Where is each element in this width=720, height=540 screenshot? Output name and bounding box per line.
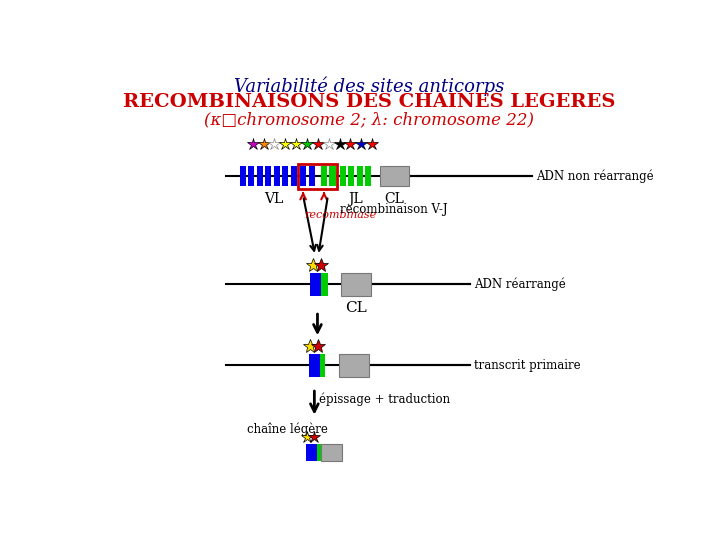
Bar — [320, 444, 342, 461]
Text: recombinase: recombinase — [305, 210, 377, 220]
Text: ADN réarrangé: ADN réarrangé — [474, 278, 565, 291]
Text: CL: CL — [384, 192, 405, 206]
Bar — [320, 354, 325, 377]
Bar — [309, 166, 315, 186]
Text: Variabilité des sites anticorps: Variabilité des sites anticorps — [234, 76, 504, 96]
Text: recombinaison V-J: recombinaison V-J — [340, 204, 447, 217]
Bar — [240, 166, 246, 186]
Text: RECOMBINAISONS DES CHAINES LEGERES: RECOMBINAISONS DES CHAINES LEGERES — [123, 93, 615, 111]
Bar — [300, 166, 306, 186]
Bar — [306, 444, 317, 461]
Bar — [348, 166, 354, 186]
Bar — [317, 444, 320, 461]
Bar — [365, 166, 372, 186]
Text: épissage + traduction: épissage + traduction — [319, 393, 450, 407]
Text: VL: VL — [264, 192, 283, 206]
Text: ADN non réarrangé: ADN non réarrangé — [536, 170, 653, 183]
Text: JL: JL — [348, 192, 363, 206]
Text: chaîne légère: chaîne légère — [247, 422, 328, 436]
Text: CL: CL — [346, 301, 367, 315]
Bar — [310, 273, 321, 296]
Bar — [380, 166, 409, 186]
Bar — [321, 273, 328, 296]
Bar — [309, 354, 320, 377]
Bar — [282, 166, 289, 186]
Bar — [356, 166, 363, 186]
Bar — [265, 166, 271, 186]
Bar — [248, 166, 254, 186]
Text: (κ□chromosome 2; λ: chromosome 22): (κ□chromosome 2; λ: chromosome 22) — [204, 111, 534, 128]
Bar — [274, 166, 280, 186]
Bar — [256, 166, 263, 186]
Bar — [339, 354, 369, 377]
Bar — [299, 164, 337, 189]
Text: transcrit primaire: transcrit primaire — [474, 359, 580, 372]
Bar — [340, 166, 346, 186]
Bar — [291, 166, 297, 186]
Bar — [321, 166, 327, 186]
Bar — [330, 166, 336, 186]
Bar — [341, 273, 371, 296]
